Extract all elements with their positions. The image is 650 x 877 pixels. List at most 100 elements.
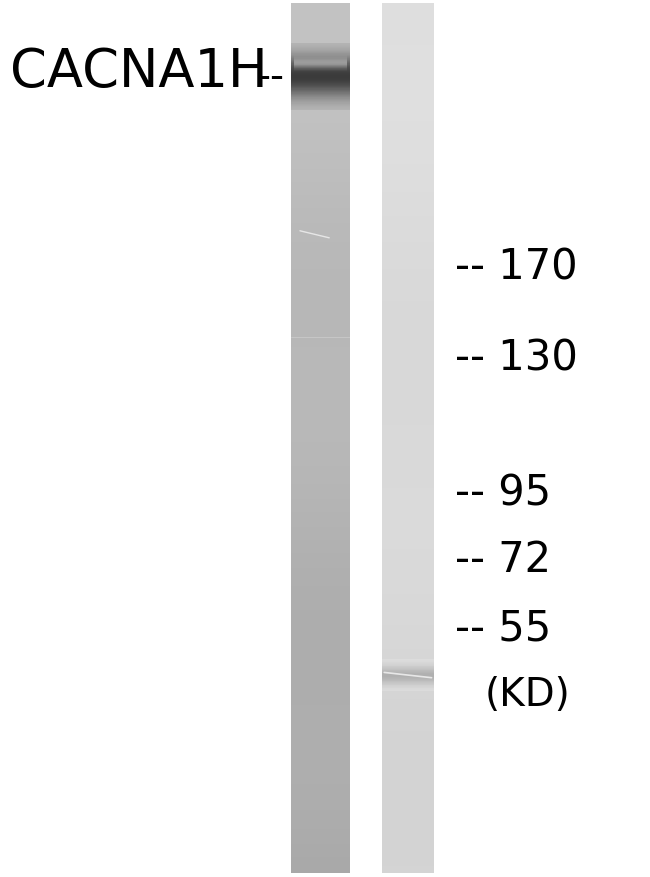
Bar	[382, 424, 434, 425]
Bar	[382, 430, 434, 432]
Bar	[382, 156, 434, 159]
Bar	[382, 851, 434, 853]
Bar	[382, 458, 434, 460]
Bar	[382, 538, 434, 540]
Bar	[382, 827, 434, 830]
Bar	[382, 667, 434, 668]
Bar	[382, 397, 434, 399]
Bar	[291, 627, 350, 630]
Bar	[291, 447, 350, 449]
Bar	[291, 458, 350, 460]
Bar	[291, 827, 350, 830]
Bar	[382, 412, 434, 415]
Bar	[291, 508, 350, 510]
Bar	[291, 543, 350, 545]
Bar	[382, 586, 434, 588]
Bar	[382, 135, 434, 137]
Bar	[291, 527, 350, 530]
Bar	[291, 256, 350, 259]
Bar	[291, 265, 350, 267]
Bar	[382, 658, 434, 660]
Bar	[291, 814, 350, 816]
Bar	[291, 328, 350, 330]
Bar	[382, 497, 434, 499]
Bar	[382, 768, 434, 771]
Bar	[291, 56, 350, 59]
Bar	[382, 61, 434, 63]
Bar	[291, 50, 350, 52]
Bar	[382, 809, 434, 812]
Bar	[291, 408, 350, 410]
Bar	[291, 202, 350, 204]
Bar	[382, 358, 434, 360]
Bar	[382, 742, 434, 745]
Text: -- 95: -- 95	[455, 472, 551, 514]
Bar	[291, 165, 350, 168]
Bar	[382, 440, 434, 443]
Bar	[291, 495, 350, 497]
Bar	[382, 736, 434, 738]
Bar	[291, 723, 350, 725]
Bar	[382, 91, 434, 93]
Bar	[382, 360, 434, 362]
Bar	[291, 673, 350, 675]
Bar	[291, 593, 350, 595]
Bar	[291, 267, 350, 269]
Bar	[382, 50, 434, 52]
Bar	[291, 35, 350, 37]
Bar	[291, 309, 350, 310]
Bar	[291, 54, 350, 56]
Bar	[291, 362, 350, 365]
Bar	[291, 668, 350, 671]
Bar	[291, 801, 350, 803]
Bar	[291, 617, 350, 618]
Bar	[382, 812, 434, 814]
Bar	[382, 304, 434, 306]
Bar	[291, 371, 350, 374]
Bar	[382, 337, 434, 339]
Bar	[382, 625, 434, 627]
Bar	[291, 315, 350, 317]
Bar	[291, 234, 350, 237]
Bar	[291, 91, 350, 93]
Bar	[291, 176, 350, 178]
Bar	[291, 634, 350, 636]
Bar	[291, 558, 350, 560]
Bar	[291, 184, 350, 187]
Bar	[382, 247, 434, 250]
Bar	[291, 387, 350, 389]
Bar	[291, 312, 350, 315]
Bar	[382, 432, 434, 434]
Bar	[382, 581, 434, 584]
Bar	[291, 278, 350, 280]
Bar	[291, 731, 350, 734]
Bar	[382, 13, 434, 15]
Bar	[291, 310, 350, 312]
Bar	[382, 790, 434, 792]
Bar	[382, 81, 434, 82]
Bar	[291, 858, 350, 859]
Bar	[291, 510, 350, 512]
Bar	[382, 565, 434, 567]
Bar	[291, 147, 350, 150]
Bar	[291, 690, 350, 693]
Bar	[291, 475, 350, 478]
Bar	[291, 143, 350, 146]
Bar	[382, 402, 434, 403]
Bar	[382, 384, 434, 387]
Bar	[291, 191, 350, 193]
Bar	[382, 46, 434, 47]
Bar	[291, 540, 350, 543]
Bar	[382, 731, 434, 734]
Bar	[382, 189, 434, 191]
Bar	[291, 325, 350, 328]
Bar	[291, 740, 350, 742]
Bar	[382, 830, 434, 831]
Bar	[291, 771, 350, 773]
Bar	[291, 753, 350, 755]
Bar	[291, 781, 350, 784]
Bar	[382, 339, 434, 341]
Bar	[291, 788, 350, 790]
Bar	[291, 350, 350, 352]
Bar	[291, 653, 350, 655]
